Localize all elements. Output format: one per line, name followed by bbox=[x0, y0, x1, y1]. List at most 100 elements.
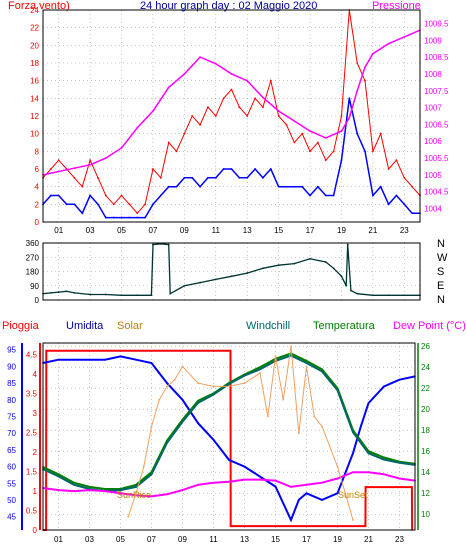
point-windchill-6 bbox=[135, 486, 137, 488]
y-tick-wind-24: 24 bbox=[30, 6, 39, 15]
point-average-16 bbox=[167, 185, 170, 188]
point-average-23 bbox=[222, 168, 225, 170]
point-humidity-20 bbox=[321, 499, 323, 501]
point-direction-13 bbox=[169, 292, 172, 295]
point-dewpoint-18 bbox=[321, 481, 323, 484]
y-tick-wind-18: 18 bbox=[30, 59, 39, 68]
point-pressure-11 bbox=[214, 62, 217, 65]
point-solar-20 bbox=[321, 425, 323, 428]
series-gust bbox=[42, 9, 421, 214]
point-humidity-13 bbox=[228, 458, 230, 461]
point-average-36 bbox=[324, 194, 327, 197]
wind-panel-frame bbox=[42, 9, 421, 223]
point-solar-4 bbox=[158, 398, 161, 401]
point-average-46 bbox=[403, 203, 406, 206]
y-tick-humidity-85: 85 bbox=[7, 379, 16, 388]
point-gust-17 bbox=[175, 150, 178, 153]
y-tick-direction-270: 270 bbox=[26, 253, 40, 262]
point-direction-4 bbox=[73, 291, 76, 294]
y-tick-pressure-1005.5: 1005.5 bbox=[424, 154, 449, 163]
x-tick-bottom-21: 21 bbox=[364, 535, 373, 544]
x-tick-top-19: 19 bbox=[337, 226, 346, 235]
point-average-25 bbox=[238, 176, 241, 179]
point-average-27 bbox=[254, 168, 256, 170]
point-dewpoint-8 bbox=[166, 493, 168, 496]
point-direction-28 bbox=[349, 289, 352, 292]
point-windchill-1 bbox=[57, 475, 60, 478]
point-dewpoint-22 bbox=[383, 473, 385, 476]
point-average-24 bbox=[230, 168, 233, 170]
point-solar-16 bbox=[290, 345, 292, 348]
point-gust-15 bbox=[159, 176, 162, 179]
point-pressure-8 bbox=[167, 86, 170, 89]
x-tick-top-17: 17 bbox=[306, 226, 315, 235]
point-humidity-26 bbox=[398, 378, 401, 381]
series-temperature bbox=[42, 352, 416, 490]
point-direction-14 bbox=[183, 284, 186, 287]
point-direction-25 bbox=[340, 275, 343, 278]
point-rain-7 bbox=[411, 486, 413, 489]
x-tick-top-15: 15 bbox=[274, 226, 283, 235]
point-average-45 bbox=[395, 194, 398, 197]
point-gust-11 bbox=[128, 203, 131, 206]
point-humidity-8 bbox=[158, 372, 161, 374]
point-direction-5 bbox=[89, 293, 92, 296]
point-direction-30 bbox=[371, 294, 374, 297]
point-gust-40 bbox=[356, 62, 359, 64]
point-temperature-22 bbox=[383, 456, 385, 459]
point-direction-3 bbox=[65, 290, 68, 293]
point-pressure-6 bbox=[136, 126, 139, 129]
point-average-9 bbox=[112, 216, 115, 219]
y-tick-wind-20: 20 bbox=[30, 41, 39, 50]
x-tick-bottom-17: 17 bbox=[302, 535, 311, 544]
point-average-44 bbox=[387, 203, 390, 206]
x-tick-top-03: 03 bbox=[86, 226, 95, 235]
point-average-42 bbox=[371, 194, 374, 197]
point-average-10 bbox=[120, 216, 123, 219]
point-windchill-7 bbox=[150, 473, 153, 476]
point-gust-6 bbox=[89, 159, 92, 162]
y-tick-temp-10: 10 bbox=[421, 510, 430, 519]
y-tick-rain-2.5: 2.5 bbox=[26, 429, 38, 438]
point-average-38 bbox=[340, 159, 343, 162]
point-average-22 bbox=[214, 176, 217, 179]
series-direction bbox=[42, 243, 420, 296]
point-solar-9 bbox=[212, 385, 215, 388]
point-gust-2 bbox=[57, 159, 60, 162]
point-gust-31 bbox=[285, 123, 288, 126]
point-humidity-5 bbox=[119, 355, 122, 358]
windchill-label: Windchill bbox=[246, 320, 291, 332]
y-tick-wind-8: 8 bbox=[35, 147, 40, 156]
y-tick-temp-12: 12 bbox=[421, 489, 430, 498]
y-tick-pressure-1009: 1009 bbox=[424, 36, 442, 45]
point-solar-11 bbox=[243, 382, 246, 384]
point-windchill-19 bbox=[336, 389, 339, 392]
point-gust-7 bbox=[97, 176, 99, 179]
point-dewpoint-4 bbox=[104, 490, 106, 493]
point-gust-13 bbox=[144, 203, 147, 206]
y-tick-wind-0: 0 bbox=[35, 218, 40, 227]
point-humidity-23 bbox=[359, 425, 362, 428]
y-tick-pressure-1006.5: 1006.5 bbox=[424, 120, 449, 129]
point-pressure-1 bbox=[57, 170, 60, 173]
point-gust-1 bbox=[49, 168, 52, 170]
point-pressure-23 bbox=[371, 52, 374, 55]
point-solar-10 bbox=[228, 385, 230, 388]
point-humidity-24 bbox=[367, 402, 370, 405]
point-temperature-1 bbox=[57, 473, 60, 476]
x-tick-bottom-09: 09 bbox=[178, 535, 187, 544]
point-direction-8 bbox=[136, 294, 139, 297]
point-windchill-13 bbox=[243, 374, 246, 377]
y-tick-humidity-70: 70 bbox=[7, 429, 16, 438]
point-direction-22 bbox=[309, 257, 311, 260]
point-average-29 bbox=[269, 168, 272, 170]
point-average-26 bbox=[246, 176, 249, 179]
point-solar-5 bbox=[166, 385, 168, 388]
point-gust-27 bbox=[254, 97, 256, 100]
point-solar-8 bbox=[197, 382, 199, 384]
y-tick-pressure-1008: 1008 bbox=[424, 70, 442, 79]
point-rain-2 bbox=[45, 349, 48, 352]
point-direction-20 bbox=[277, 264, 280, 267]
y-tick-rain-4: 4 bbox=[33, 370, 38, 379]
y-tick-temp-16: 16 bbox=[421, 447, 430, 456]
